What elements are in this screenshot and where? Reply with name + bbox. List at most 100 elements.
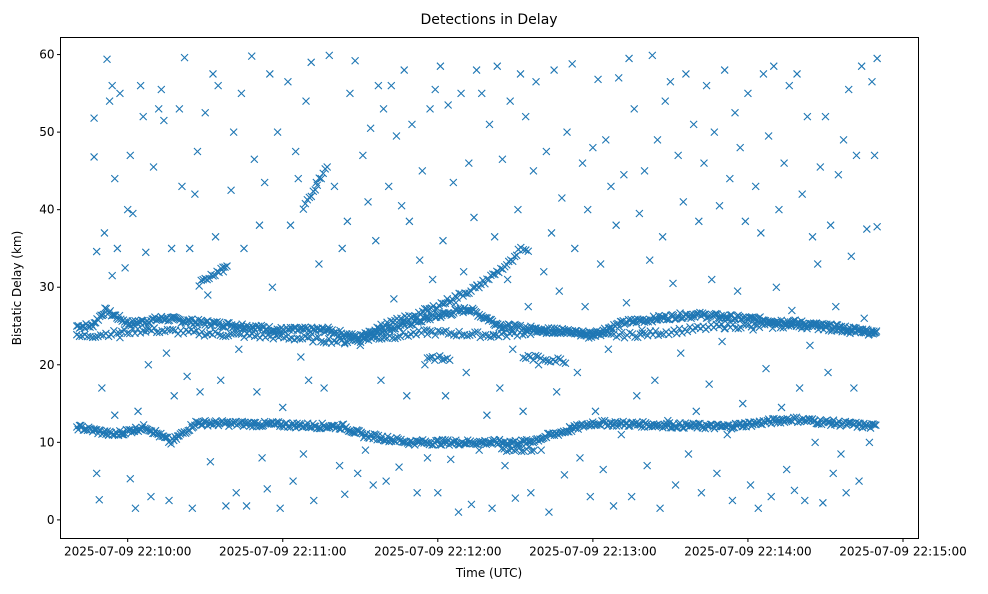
data-point — [335, 461, 344, 470]
data-point — [195, 282, 204, 290]
data-point — [108, 271, 117, 280]
data-point — [211, 271, 219, 280]
data-point — [395, 323, 404, 332]
data-point — [576, 453, 584, 462]
data-point — [694, 217, 703, 226]
data-point — [196, 388, 204, 396]
data-point — [219, 267, 228, 276]
data-point — [218, 322, 227, 331]
data-point — [550, 324, 559, 333]
data-point — [539, 267, 548, 276]
data-point — [454, 508, 463, 517]
data-point — [108, 81, 117, 90]
data-point — [862, 326, 870, 334]
data-point — [800, 496, 809, 505]
data-point — [824, 326, 833, 335]
data-point — [103, 427, 112, 435]
data-point — [519, 407, 527, 416]
data-point — [157, 85, 166, 94]
data-point — [617, 430, 626, 439]
data-point — [852, 151, 861, 160]
data-point — [441, 391, 450, 400]
data-point — [455, 327, 464, 336]
data-point — [785, 81, 794, 90]
data-point — [319, 169, 328, 178]
data-point — [526, 330, 535, 339]
data-point — [687, 314, 695, 323]
data-point — [169, 313, 178, 321]
data-point — [651, 327, 660, 335]
data-point — [152, 328, 161, 337]
y-tick-label: 0 — [47, 513, 55, 527]
data-point — [596, 260, 605, 268]
data-point — [763, 319, 772, 328]
data-point — [353, 469, 362, 478]
data-point — [526, 488, 535, 497]
data-point — [229, 128, 238, 137]
data-point — [669, 279, 677, 288]
data-point — [123, 205, 132, 214]
data-point — [449, 178, 458, 187]
data-point — [265, 70, 274, 78]
data-point — [431, 305, 440, 313]
data-point — [444, 101, 453, 109]
data-point — [175, 104, 184, 113]
data-point — [492, 267, 501, 276]
data-point — [493, 62, 502, 71]
data-point — [813, 260, 822, 268]
data-point — [725, 421, 733, 430]
data-point — [700, 159, 708, 168]
data-point — [268, 283, 277, 292]
y-tick-label: 10 — [39, 435, 54, 449]
data-point — [452, 298, 460, 307]
data-point — [385, 322, 393, 331]
data-point — [631, 333, 639, 341]
data-point — [144, 360, 153, 369]
data-point — [352, 426, 361, 434]
x-tick-label: 2025-07-09 22:11:00 — [219, 545, 346, 559]
data-point — [387, 81, 396, 90]
data-point — [356, 338, 365, 347]
data-point — [742, 320, 751, 329]
data-point — [525, 442, 533, 451]
data-point — [116, 89, 124, 98]
data-point — [435, 352, 444, 360]
data-point — [273, 128, 282, 137]
data-point — [498, 155, 507, 164]
data-point — [609, 502, 618, 510]
data-point — [301, 199, 310, 208]
data-point — [756, 229, 765, 237]
data-point — [485, 120, 494, 129]
data-point — [683, 327, 692, 336]
data-point — [552, 388, 561, 396]
data-point — [772, 283, 781, 292]
y-tick-label: 40 — [39, 203, 54, 217]
data-point — [402, 391, 411, 400]
data-point — [178, 182, 186, 191]
data-point — [529, 167, 538, 175]
data-point — [395, 463, 403, 472]
data-point — [573, 368, 582, 377]
data-point — [302, 97, 310, 105]
data-point — [95, 495, 104, 504]
data-point — [307, 58, 316, 67]
data-point — [327, 421, 336, 430]
data-point — [477, 89, 486, 98]
data-point — [459, 267, 468, 276]
data-point — [871, 421, 880, 430]
data-point — [237, 89, 246, 98]
data-point — [255, 221, 264, 230]
data-point — [145, 426, 153, 435]
data-point — [421, 360, 429, 369]
data-point — [397, 201, 406, 210]
data-point — [729, 320, 737, 329]
data-point — [729, 423, 737, 432]
data-point — [435, 311, 444, 320]
data-point — [684, 450, 693, 458]
data-point — [674, 151, 683, 160]
data-point — [423, 354, 432, 362]
data-point — [625, 54, 633, 63]
axis-ticks: 0 10 20 30 40 50 60 2025-07-09 22:10:00 2025-07-… — [39, 48, 967, 559]
